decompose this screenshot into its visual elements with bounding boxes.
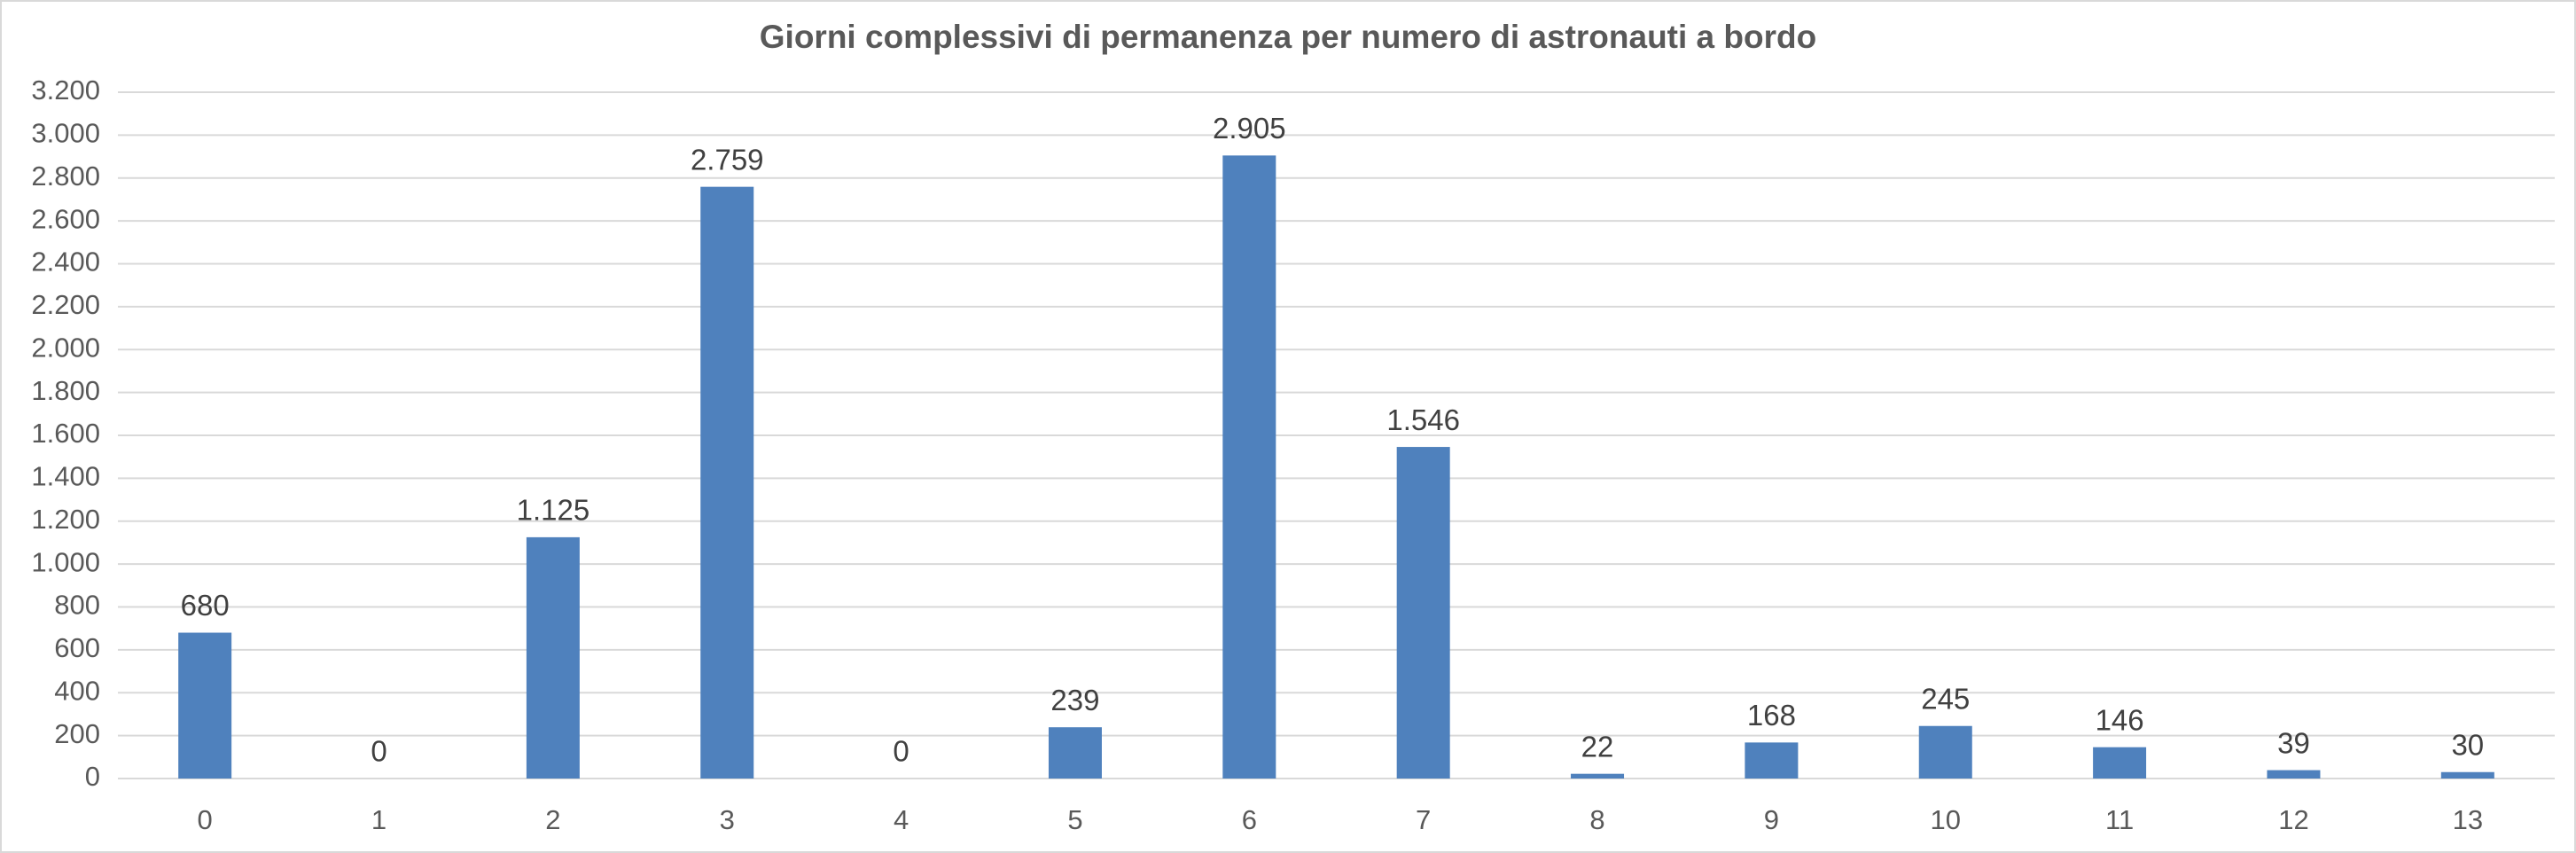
x-tick-label: 12 — [2278, 804, 2308, 835]
bar — [1918, 725, 1972, 779]
bar — [1396, 447, 1450, 779]
bar — [700, 186, 754, 779]
y-tick-label: 1.600 — [31, 418, 100, 449]
chart-title: Giorni complessivi di permanenza per num… — [760, 19, 1816, 55]
x-tick-label: 9 — [1764, 804, 1779, 835]
x-tick-label: 7 — [1416, 804, 1431, 835]
data-label: 2.905 — [1213, 112, 1286, 145]
bar — [2267, 770, 2321, 779]
x-tick-label: 13 — [2453, 804, 2483, 835]
y-tick-label: 200 — [54, 718, 100, 749]
x-tick-label: 11 — [2105, 804, 2134, 835]
data-label: 168 — [1747, 699, 1796, 732]
y-tick-label: 800 — [54, 590, 100, 621]
data-label: 39 — [2277, 726, 2310, 759]
x-tick-label: 8 — [1589, 804, 1604, 835]
x-tick-label: 1 — [371, 804, 386, 835]
x-tick-label: 5 — [1067, 804, 1082, 835]
y-tick-label: 2.200 — [31, 289, 100, 320]
y-tick-label: 2.000 — [31, 332, 100, 363]
y-tick-label: 2.400 — [31, 247, 100, 278]
y-tick-label: 0 — [85, 761, 100, 792]
data-label: 1.125 — [517, 494, 590, 527]
y-tick-label: 3.000 — [31, 118, 100, 149]
data-label: 1.546 — [1386, 403, 1460, 436]
x-tick-label: 2 — [545, 804, 560, 835]
x-tick-label: 6 — [1242, 804, 1257, 835]
bar — [178, 632, 232, 779]
bar — [2440, 771, 2494, 779]
x-tick-label: 4 — [894, 804, 909, 835]
bar — [2093, 747, 2147, 779]
data-label: 245 — [1921, 682, 1970, 715]
data-label: 2.759 — [691, 143, 764, 176]
x-tick-label: 10 — [1931, 804, 1961, 835]
y-tick-label: 3.200 — [31, 74, 100, 106]
data-label: 30 — [2451, 728, 2484, 761]
data-label: 146 — [2096, 703, 2144, 736]
data-label: 680 — [181, 589, 230, 622]
bar — [526, 536, 580, 779]
y-tick-label: 1.800 — [31, 375, 100, 406]
y-tick-label: 600 — [54, 632, 100, 663]
y-tick-label: 1.200 — [31, 504, 100, 535]
bar — [1048, 727, 1102, 779]
bar — [1222, 155, 1276, 779]
data-label: 0 — [371, 735, 386, 768]
y-tick-label: 2.800 — [31, 160, 100, 192]
y-tick-label: 1.400 — [31, 461, 100, 492]
bar — [1571, 773, 1625, 779]
y-tick-label: 1.000 — [31, 546, 100, 577]
data-label: 239 — [1050, 684, 1099, 716]
data-label: 22 — [1581, 730, 1614, 763]
data-label: 0 — [893, 735, 909, 768]
y-tick-label: 400 — [54, 675, 100, 706]
bar — [1745, 742, 1799, 779]
x-tick-label: 0 — [198, 804, 213, 835]
y-tick-label: 2.600 — [31, 203, 100, 234]
x-tick-label: 3 — [720, 804, 735, 835]
